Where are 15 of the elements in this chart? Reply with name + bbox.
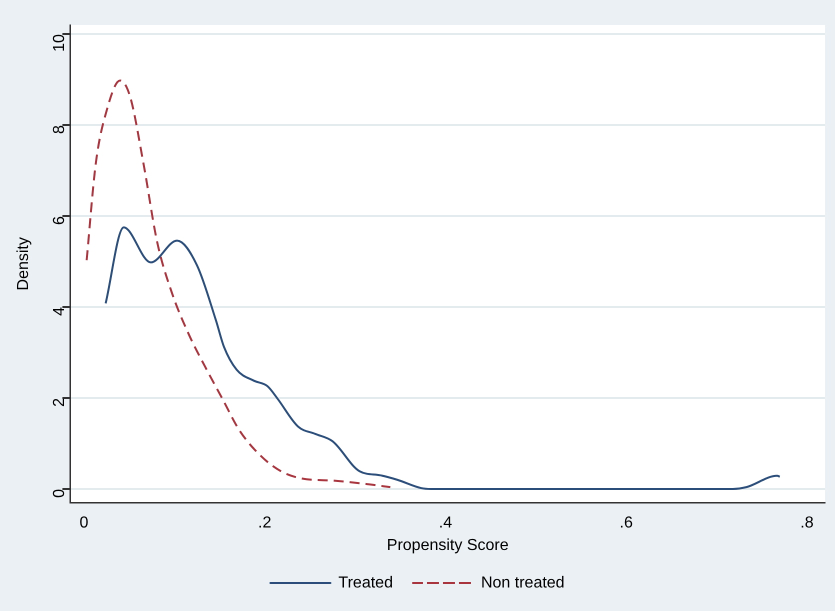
y-tick-label: 4	[50, 306, 68, 316]
legend-label: Non treated	[480, 574, 565, 592]
x-tick-label: .6	[620, 514, 633, 532]
y-tick-label: 2	[50, 398, 68, 407]
x-tick-label: .8	[800, 514, 814, 532]
y-tick-label: 8	[50, 124, 68, 134]
legend-label: Treated	[338, 574, 393, 592]
y-tick-label: 0	[50, 488, 68, 498]
y-axis-title: Density	[15, 237, 32, 290]
x-tick-label: 0	[80, 514, 89, 532]
x-axis-title: Propensity Score	[386, 536, 509, 554]
x-tick-label: .4	[438, 514, 452, 532]
y-tick-label: 10	[50, 34, 68, 52]
y-tick-label: 6	[50, 216, 68, 225]
x-tick-label: .2	[258, 514, 272, 532]
